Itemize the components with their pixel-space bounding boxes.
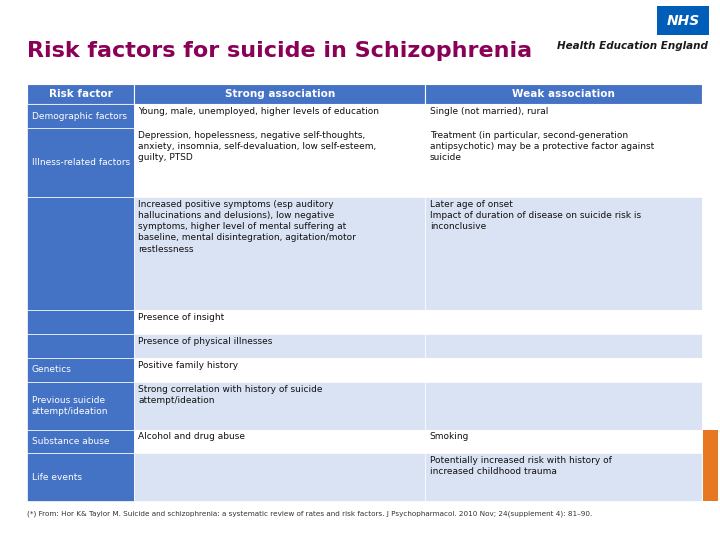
Text: Single (not married), rural: Single (not married), rural [430, 107, 548, 116]
Bar [426, 334, 702, 358]
Text: Substance abuse: Substance abuse [32, 437, 109, 446]
Bar [27, 334, 134, 358]
Text: Potentially increased risk with history of
increased childhood trauma: Potentially increased risk with history … [430, 456, 611, 476]
Bar [134, 454, 426, 501]
Bar [134, 358, 426, 382]
Bar [27, 128, 134, 198]
Text: Life events: Life events [32, 472, 81, 482]
Text: Increased positive symptoms (esp auditory
hallucinations and delusions), low neg: Increased positive symptoms (esp auditor… [138, 200, 356, 254]
Text: Weak association: Weak association [512, 89, 615, 99]
Bar [27, 429, 134, 454]
Text: Presence of insight: Presence of insight [138, 313, 225, 322]
Bar [426, 358, 702, 382]
Bar [134, 310, 426, 334]
Text: Strong association: Strong association [225, 89, 335, 99]
Bar [134, 128, 426, 198]
Text: Alcohol and drug abuse: Alcohol and drug abuse [138, 432, 246, 441]
Text: Demographic factors: Demographic factors [32, 112, 127, 120]
Bar [426, 198, 702, 310]
Bar [657, 6, 709, 35]
Text: Positive family history: Positive family history [138, 361, 238, 370]
Bar [426, 104, 702, 128]
Text: Strong correlation with history of suicide
attempt/ideation: Strong correlation with history of suici… [138, 384, 323, 404]
Text: (*) From: Hor K& Taylor M. Suicide and schizophrenia: a systematic review of rat: (*) From: Hor K& Taylor M. Suicide and s… [27, 511, 593, 517]
Bar [426, 454, 702, 501]
Text: Young, male, unemployed, higher levels of education: Young, male, unemployed, higher levels o… [138, 107, 379, 116]
Bar [426, 310, 702, 334]
Text: Risk factor: Risk factor [49, 89, 112, 99]
Text: Previous suicide
attempt/ideation: Previous suicide attempt/ideation [32, 396, 108, 416]
Bar [426, 84, 702, 104]
Text: Health Education England: Health Education England [557, 41, 708, 51]
Text: Smoking: Smoking [430, 432, 469, 441]
Bar [426, 429, 702, 454]
Bar [134, 429, 426, 454]
Text: Genetics: Genetics [32, 366, 71, 374]
Bar [134, 104, 426, 128]
Bar [134, 382, 426, 429]
Text: Illness-related factors: Illness-related factors [32, 158, 130, 167]
Bar [426, 382, 702, 429]
Bar [134, 84, 426, 104]
Text: Depression, hopelessness, negative self-thoughts,
anxiety, insomnia, self-devalu: Depression, hopelessness, negative self-… [138, 131, 377, 162]
Text: NHS: NHS [667, 14, 700, 28]
Bar [27, 358, 134, 382]
Bar [27, 454, 134, 501]
Bar [426, 128, 702, 198]
Bar [27, 310, 134, 334]
Bar [703, 429, 718, 501]
Bar [134, 198, 426, 310]
Text: Later age of onset
Impact of duration of disease on suicide risk is
inconclusive: Later age of onset Impact of duration of… [430, 200, 641, 231]
Bar [134, 334, 426, 358]
Bar [27, 104, 134, 128]
Text: Risk factors for suicide in Schizophrenia: Risk factors for suicide in Schizophreni… [27, 41, 533, 62]
Bar [27, 198, 134, 310]
Bar [27, 382, 134, 429]
Bar [27, 84, 134, 104]
Text: Treatment (in particular, second-generation
antipsychotic) may be a protective f: Treatment (in particular, second-generat… [430, 131, 654, 162]
Text: Presence of physical illnesses: Presence of physical illnesses [138, 337, 273, 346]
